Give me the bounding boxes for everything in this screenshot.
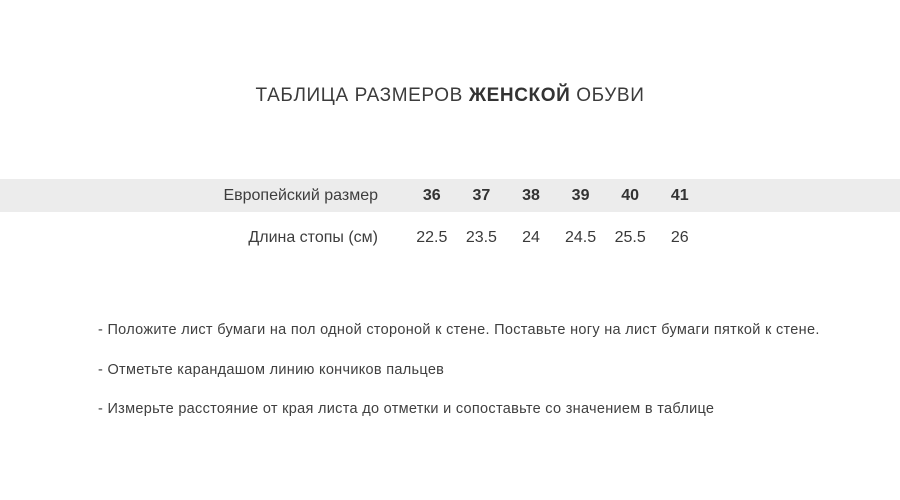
length-value: 24	[522, 229, 540, 246]
size-value: 36	[422, 186, 441, 204]
length-value: 22.5	[416, 229, 448, 246]
row-label-european-size: Европейский размер	[223, 186, 378, 204]
length-value: 25.5	[614, 229, 646, 246]
size-value: 37	[472, 186, 491, 204]
size-value: 41	[670, 186, 689, 204]
instruction-line: - Измерьте расстояние от края листа до о…	[98, 401, 715, 417]
size-value: 38	[522, 186, 540, 204]
length-value: 24.5	[565, 229, 597, 246]
table-row-foot-length: Длина стопы (см) 22.5 23.5 24 24.5 25.5 …	[0, 219, 900, 257]
page-title: ТАБЛИЦА РАЗМЕРОВ ЖЕНСКОЙ ОБУВИ	[0, 85, 900, 107]
title-prefix: ТАБЛИЦА РАЗМЕРОВ	[255, 85, 469, 106]
instruction-line: - Положите лист бумаги на пол одной стор…	[98, 322, 820, 338]
instruction-line: - Отметьте карандашом линию кончиков пал…	[98, 361, 445, 378]
length-value: 23.5	[465, 229, 497, 246]
size-value: 40	[621, 186, 640, 204]
size-value: 39	[571, 186, 590, 204]
title-suffix: ОБУВИ	[570, 85, 645, 106]
title-highlight: ЖЕНСКОЙ	[468, 85, 571, 106]
row-values-european-size: 36 37 38 39 40 41	[407, 187, 705, 205]
row-values-foot-length: 22.5 23.5 24 24.5 25.5 26	[407, 229, 705, 247]
length-value: 26	[670, 229, 689, 246]
measurement-instructions: - Положите лист бумаги на пол одной стор…	[98, 322, 888, 441]
table-row-european-size: Европейский размер 36 37 38 39 40 41	[0, 179, 900, 212]
row-label-foot-length: Длина стопы (см)	[248, 229, 378, 246]
